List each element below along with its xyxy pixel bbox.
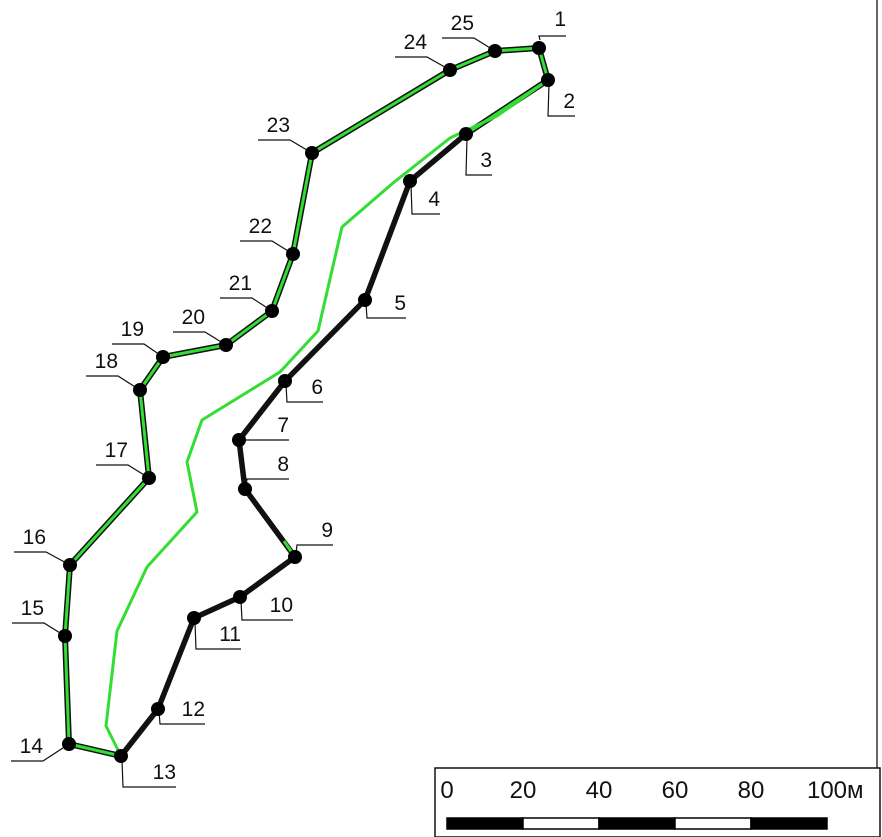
leader-line-17 — [96, 464, 150, 479]
point-label-25: 25 — [451, 12, 474, 35]
leader-line-25 — [442, 37, 496, 52]
leader-line-7 — [239, 439, 289, 443]
boundary-point-23 — [305, 146, 319, 160]
point-label-4: 4 — [428, 188, 440, 211]
scale-bar-seg-4 — [674, 817, 752, 830]
scale-bar-seg-5 — [750, 817, 828, 830]
leader-line-3 — [465, 137, 492, 176]
point-label-17: 17 — [105, 439, 128, 462]
scale-tick-0: 0 — [440, 777, 453, 804]
point-labels: 1234567891011121314151617181920212223242… — [20, 8, 575, 784]
point-label-10: 10 — [270, 594, 293, 617]
point-label-5: 5 — [394, 292, 406, 315]
leader-line-18 — [86, 375, 141, 391]
scale-bar-seg-3 — [598, 817, 676, 830]
boundary-point-8 — [238, 482, 252, 496]
boundary-point-13 — [114, 749, 128, 763]
boundary-line-outer-green — [63, 46, 550, 758]
leader-line-15 — [12, 622, 66, 637]
boundary-point-3 — [459, 127, 473, 141]
scale-bar-seg-1 — [446, 817, 524, 830]
scale-bar-seg-2 — [522, 817, 600, 830]
boundary-point-9 — [288, 550, 302, 564]
point-label-16: 16 — [23, 526, 46, 549]
leader-line-16 — [14, 551, 71, 566]
leader-line-13 — [121, 759, 176, 788]
leader-line-21 — [220, 297, 273, 312]
leader-line-14 — [11, 743, 70, 762]
leader-line-24 — [395, 56, 451, 71]
point-label-6: 6 — [311, 376, 323, 399]
boundary-line-black — [118, 131, 468, 758]
point-label-20: 20 — [182, 306, 205, 329]
scale-tick-20: 20 — [510, 777, 537, 804]
point-label-24: 24 — [404, 31, 428, 54]
point-label-19: 19 — [121, 318, 144, 341]
point-label-1: 1 — [554, 8, 566, 31]
boundary-point-1 — [532, 41, 546, 55]
boundary-point-21 — [265, 304, 279, 318]
leader-line-8 — [245, 478, 289, 488]
leader-line-9 — [295, 544, 333, 554]
point-label-2: 2 — [563, 90, 575, 113]
boundary-point-4 — [403, 174, 417, 188]
scale-tick-40: 40 — [586, 777, 613, 804]
boundary-point-7 — [232, 433, 246, 447]
point-label-15: 15 — [21, 597, 44, 620]
scale-tick-100: 100 — [807, 777, 847, 804]
point-label-9: 9 — [321, 519, 333, 542]
leader-line-19 — [112, 343, 164, 358]
point-label-12: 12 — [182, 698, 205, 721]
leader-line-2 — [547, 83, 575, 117]
point-label-7: 7 — [277, 414, 289, 437]
leader-line-10 — [240, 600, 293, 621]
point-label-11: 11 — [219, 623, 241, 646]
boundary-point-15 — [58, 629, 72, 643]
boundary-point-24 — [443, 63, 457, 77]
point-label-18: 18 — [95, 350, 118, 373]
point-label-14: 14 — [20, 735, 44, 758]
scale-tick-60: 60 — [662, 777, 689, 804]
boundary-point-16 — [63, 558, 77, 572]
leader-line-5 — [365, 303, 406, 319]
point-label-8: 8 — [277, 453, 289, 476]
boundary-point-18 — [133, 383, 147, 397]
boundary-point-19 — [156, 350, 170, 364]
leader-line-22 — [240, 240, 294, 255]
leader-line-23 — [258, 139, 313, 154]
leader-line-11 — [194, 621, 241, 650]
leader-line-6 — [285, 384, 323, 403]
boundary-point-10 — [233, 590, 247, 604]
leader-line-20 — [173, 331, 227, 346]
boundary-point-14 — [62, 737, 76, 751]
parcel-lines — [62, 45, 551, 759]
point-label-23: 23 — [267, 114, 290, 137]
boundary-point-22 — [286, 247, 300, 261]
boundary-point-6 — [278, 374, 292, 388]
boundary-point-25 — [488, 44, 502, 58]
leader-line-1 — [538, 35, 566, 41]
point-label-13: 13 — [153, 761, 176, 784]
boundary-points — [58, 41, 555, 763]
scale-unit: м — [847, 777, 864, 804]
scale-bar: 0 20 40 60 80 100 м — [434, 767, 881, 837]
boundary-point-12 — [151, 702, 165, 716]
point-label-3: 3 — [480, 149, 492, 172]
leader-line-4 — [410, 184, 440, 215]
boundary-point-17 — [142, 471, 156, 485]
inner-green-line — [104, 78, 549, 757]
boundary-point-5 — [358, 293, 372, 307]
point-label-21: 21 — [229, 272, 252, 295]
boundary-point-2 — [541, 73, 555, 87]
boundary-point-20 — [219, 338, 233, 352]
point-label-22: 22 — [249, 215, 272, 238]
scale-tick-80: 80 — [738, 777, 765, 804]
boundary-point-11 — [187, 611, 201, 625]
